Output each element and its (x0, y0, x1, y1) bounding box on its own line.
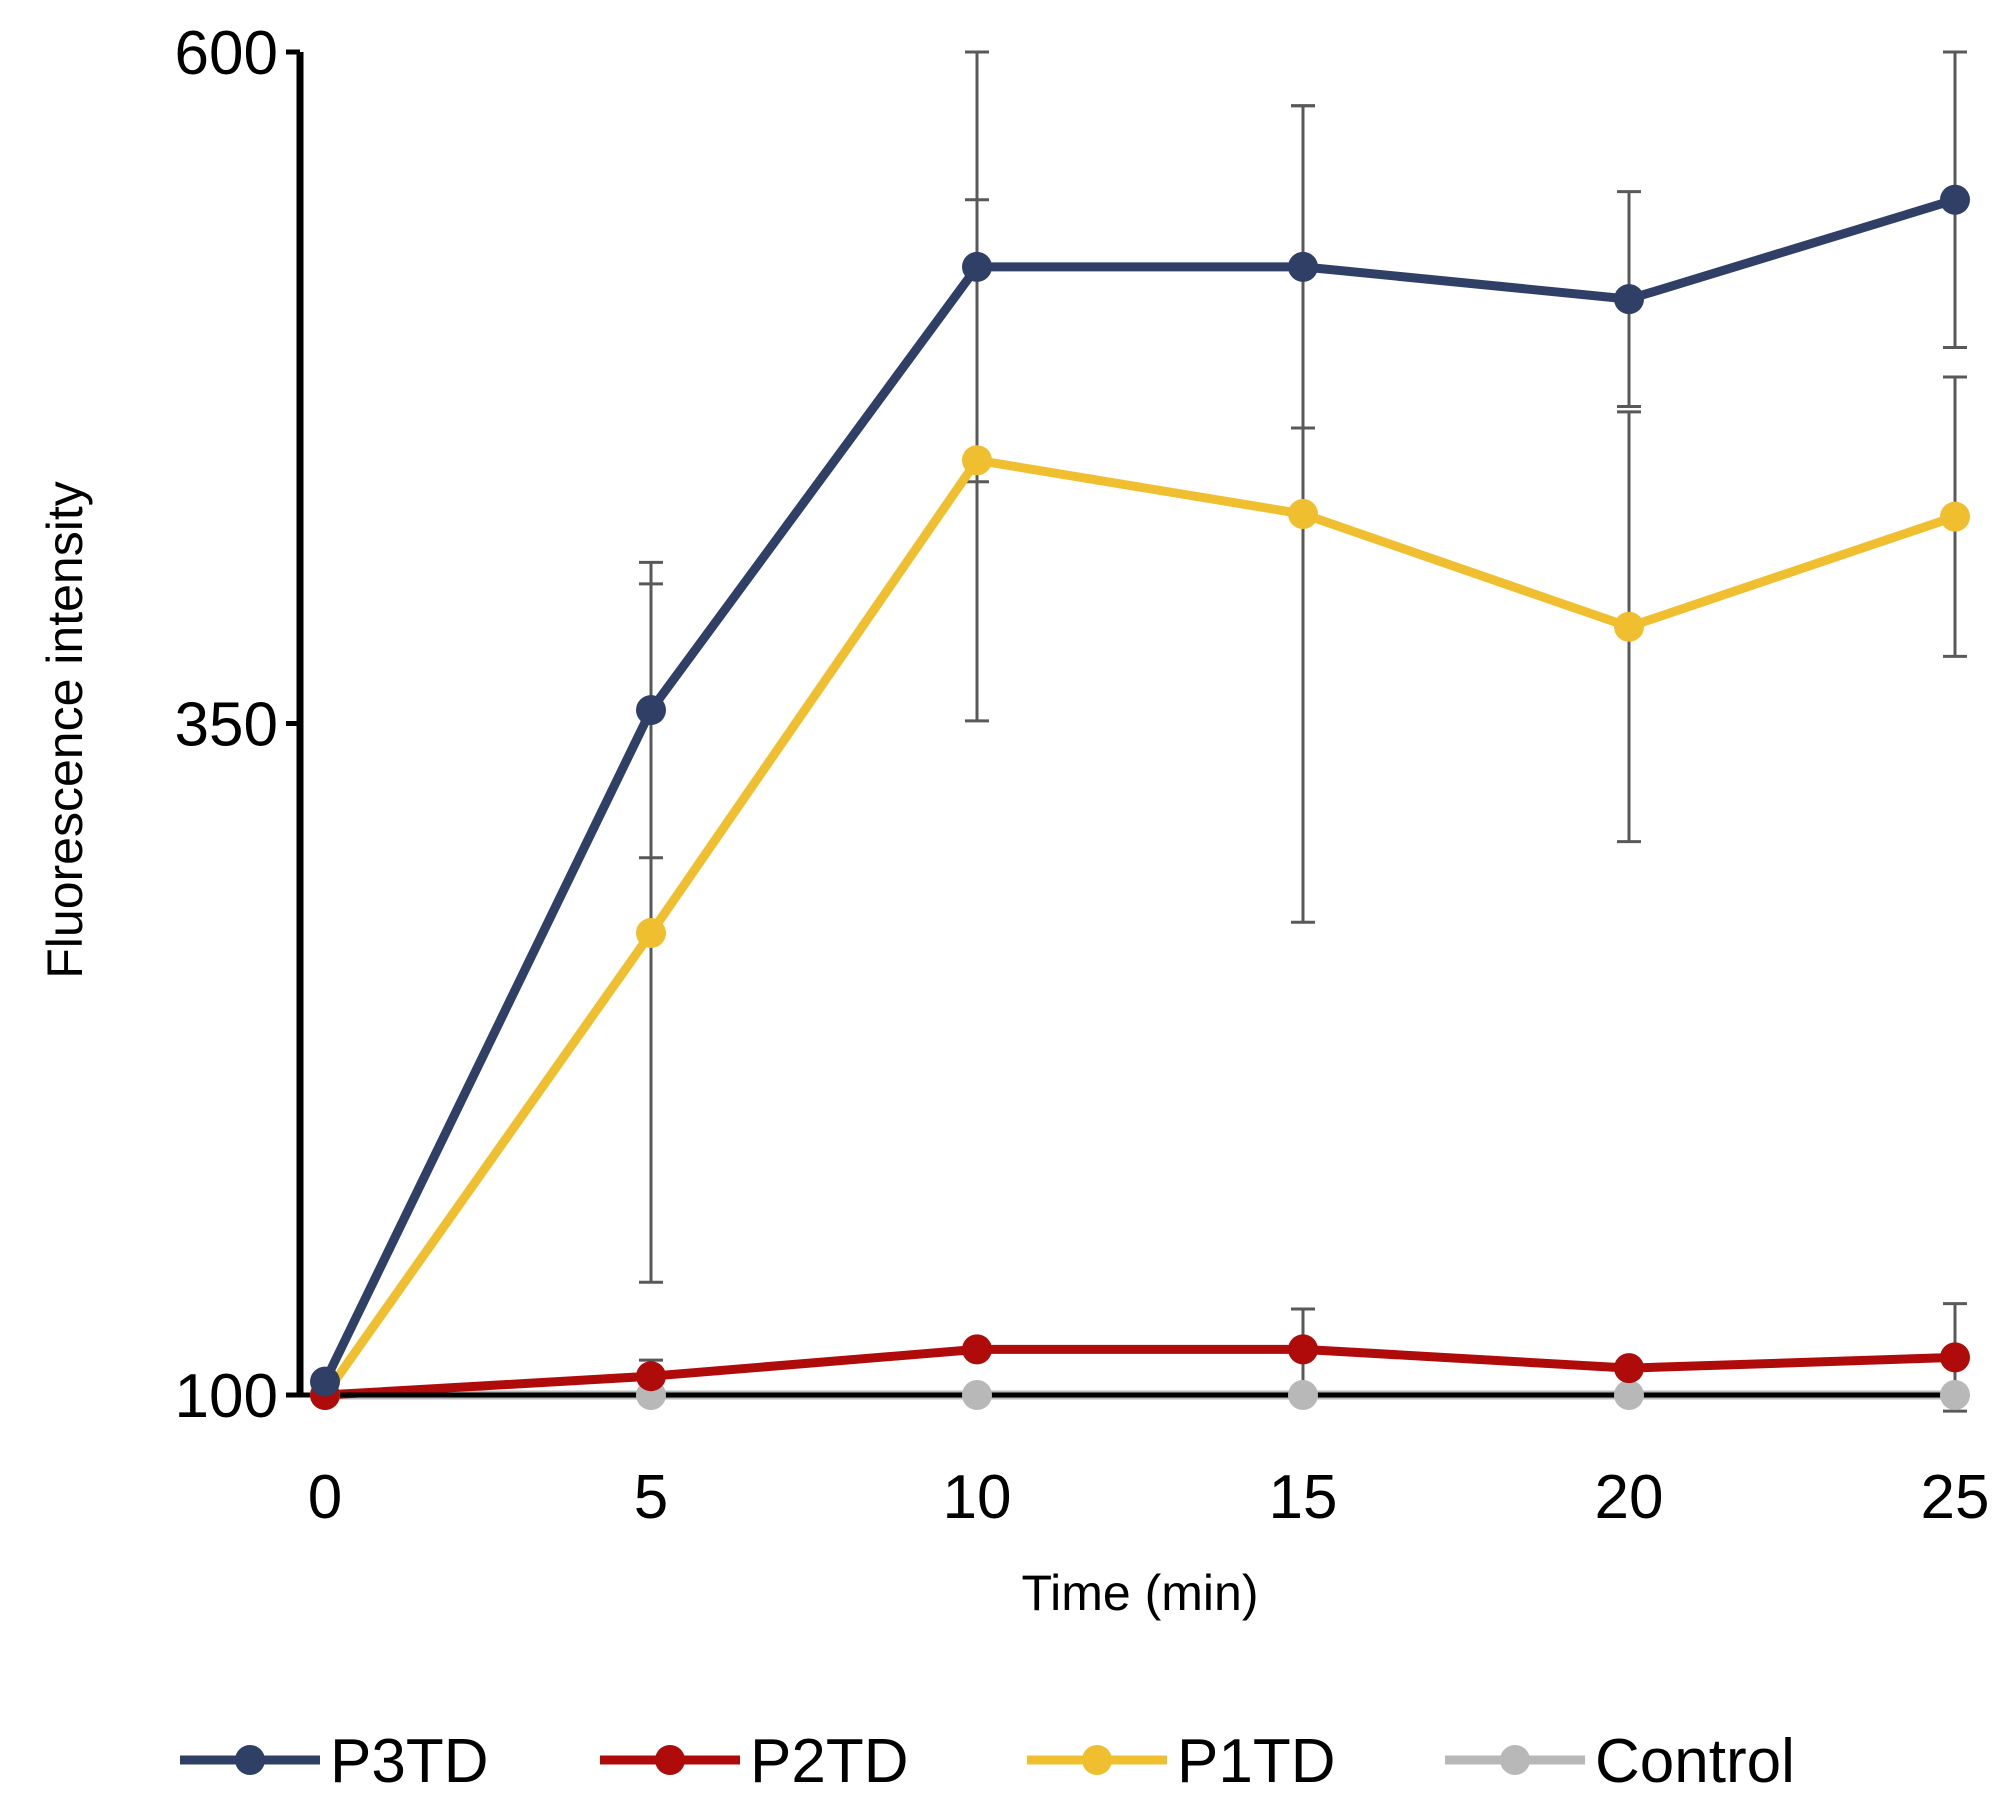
data-point-control (962, 1380, 992, 1410)
data-point-p3td (1614, 284, 1644, 315)
data-point-p2td (636, 1361, 666, 1392)
data-point-p1td (1288, 498, 1318, 529)
legend-item-control: Control (1445, 1727, 1795, 1796)
legend: P3TD P2TD P1TD Control (180, 1727, 1795, 1796)
y-tick-label: 100 (175, 1362, 278, 1431)
data-point-p1td (962, 445, 992, 476)
data-point-p2td (1940, 1342, 1970, 1373)
y-tick-label: 600 (175, 19, 278, 88)
series-line-p3td (320, 195, 1957, 1384)
x-tick-label: 0 (308, 1463, 342, 1532)
x-tick-label: 20 (1595, 1463, 1664, 1532)
x-tick-label: 5 (634, 1463, 668, 1532)
legend-label: P3TD (330, 1727, 488, 1796)
data-point-p2td (1614, 1353, 1644, 1384)
y-tick-labels: 100 350 600 (175, 19, 300, 1431)
series-line-p1td (321, 455, 1957, 1398)
data-point-p1td (1940, 501, 1970, 532)
legend-label: P1TD (1177, 1727, 1335, 1796)
data-point-p1td (1614, 611, 1644, 642)
x-tick-label: 10 (943, 1463, 1012, 1532)
data-point-p3td (636, 695, 666, 726)
series-lines (320, 195, 1957, 1400)
data-point-p2td (962, 1334, 992, 1365)
data-point-control (1288, 1380, 1318, 1410)
data-point-control (1940, 1380, 1970, 1410)
series-line-p2td (324, 1344, 1956, 1400)
series-markers (310, 184, 1970, 1410)
legend-label: P2TD (750, 1727, 908, 1796)
axes (296, 52, 1960, 1398)
legend-item-p2td: P2TD (600, 1727, 908, 1796)
x-tick-labels: 0 5 10 15 20 25 (308, 1463, 1990, 1532)
x-axis-title: Time (min) (1021, 1565, 1258, 1621)
x-tick-label: 15 (1269, 1463, 1338, 1532)
y-tick-label: 350 (175, 691, 278, 760)
data-point-p3td (1288, 251, 1318, 282)
data-point-p3td (1940, 184, 1970, 215)
data-point-p3td (962, 251, 992, 282)
legend-item-p3td: P3TD (180, 1727, 488, 1796)
legend-label: Control (1595, 1727, 1795, 1796)
data-point-control (1614, 1380, 1644, 1410)
data-point-p1td (636, 918, 666, 949)
legend-item-p1td: P1TD (1027, 1727, 1335, 1796)
y-axis-title: Fluorescence intensity (37, 481, 93, 978)
data-point-p3td (310, 1366, 340, 1397)
data-point-p2td (1288, 1334, 1318, 1365)
x-tick-label: 25 (1921, 1463, 1990, 1532)
